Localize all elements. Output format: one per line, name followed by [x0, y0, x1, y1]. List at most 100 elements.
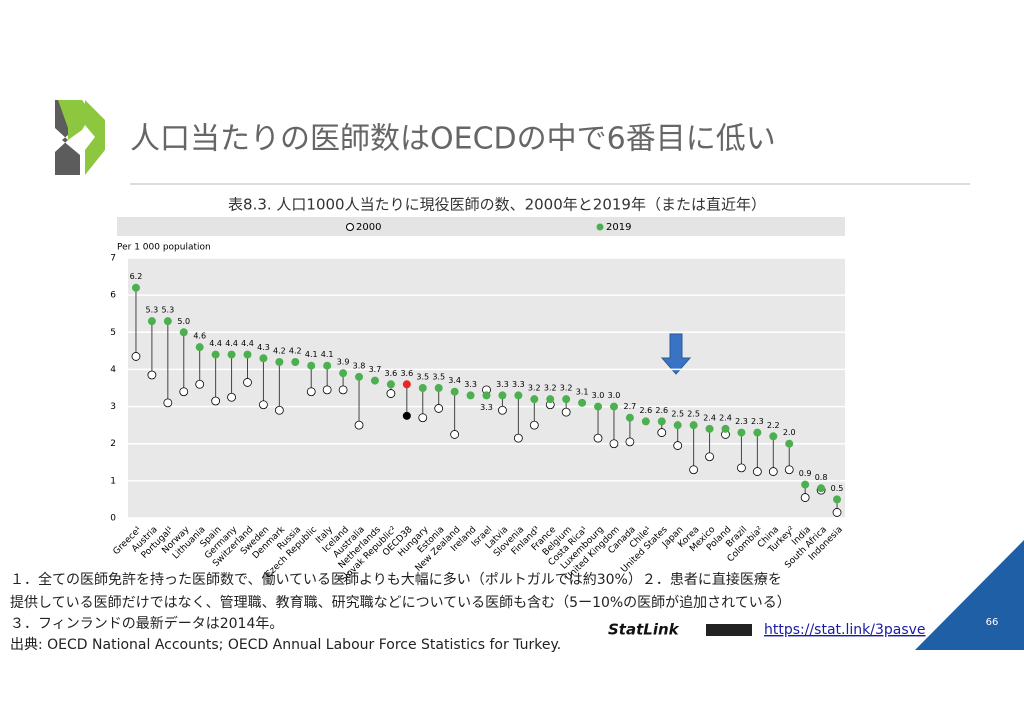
dot-1 — [482, 391, 491, 400]
dot-1 — [227, 350, 236, 359]
dot-1 — [355, 372, 364, 381]
dot-0 — [131, 352, 141, 361]
dot-1 — [434, 384, 443, 392]
value-label: 3.6 — [400, 369, 413, 378]
value-label: 3.3 — [464, 380, 477, 389]
y-tick-label: 5 — [110, 328, 116, 338]
legend-label: 2000 — [356, 222, 381, 233]
corner-triangle — [915, 540, 1024, 650]
note: ３．フィンランドの最新データは2014年。 — [10, 615, 283, 632]
dot-1 — [817, 484, 826, 493]
logo-green2 — [85, 100, 105, 175]
value-label: 2.5 — [671, 410, 684, 419]
dot-0 — [673, 441, 683, 450]
dot-0 — [529, 420, 539, 430]
dot-0 — [561, 407, 571, 417]
dot-0 — [386, 389, 396, 398]
dot-0 — [243, 378, 252, 387]
dot-1 — [211, 350, 220, 359]
dot-1 — [641, 417, 650, 426]
value-label: 4.1 — [321, 350, 334, 359]
arrow — [660, 333, 692, 375]
y-tick-label: 4 — [110, 365, 116, 375]
dot-1 — [705, 424, 714, 433]
dot-0 — [768, 467, 778, 476]
value-label: 3.2 — [544, 384, 557, 393]
dot-0 — [752, 467, 762, 476]
dot-1 — [291, 358, 300, 366]
value-label: 5.3 — [161, 306, 174, 315]
value-label: 4.1 — [305, 350, 318, 359]
dot-0 — [227, 392, 236, 402]
dot-0 — [179, 387, 189, 397]
dot-0 — [259, 400, 268, 410]
chart-title: 表8.3. 人口1000人当たりに現役医師の数、2000年と2019年（または直… — [228, 196, 766, 214]
dot-1 — [721, 424, 730, 433]
slide-title: 人口当たりの医師数はOECDの中で6番目に低い — [130, 122, 776, 157]
dot-0 — [737, 463, 746, 473]
statlink-url[interactable]: https://stat.link/3pasve — [764, 622, 926, 638]
dot-0 — [211, 396, 221, 406]
value-label: 3.3 — [480, 403, 493, 412]
dot-1 — [466, 391, 475, 400]
dot-1 — [195, 343, 204, 352]
value-label: 0.8 — [815, 473, 828, 482]
legend-label: 2019 — [606, 222, 631, 233]
dot-0 — [498, 405, 507, 415]
value-label: 3.2 — [528, 384, 541, 393]
dot-1 — [131, 283, 140, 292]
note: 出典: OECD National Accounts; OECD Annual … — [10, 637, 561, 653]
dot-1 — [785, 439, 794, 448]
dot-1 — [562, 395, 571, 404]
dot-1 — [578, 398, 587, 407]
value-label: 6.2 — [130, 272, 143, 281]
dot-0 — [800, 493, 810, 502]
value-label: 0.9 — [799, 469, 812, 478]
dot-1 — [179, 328, 188, 337]
value-label: 2.6 — [639, 406, 652, 415]
dot-0 — [450, 430, 460, 439]
y-tick-label: 2 — [110, 439, 116, 449]
value-label: 3.5 — [432, 373, 445, 382]
value-label: 3.3 — [496, 380, 509, 389]
value-label: 5.0 — [177, 317, 190, 326]
dot-1 — [737, 428, 746, 437]
value-label: 3.3 — [512, 380, 525, 389]
value-label: 4.2 — [273, 347, 286, 356]
value-label: 2.6 — [655, 406, 668, 415]
dot-1 — [498, 391, 507, 400]
value-label: 3.4 — [448, 376, 461, 385]
value-label: 4.3 — [257, 343, 270, 352]
value-label: 3.0 — [592, 391, 605, 400]
statlink-icon — [706, 624, 752, 636]
dot-1 — [753, 428, 762, 437]
y-tick-label: 1 — [110, 476, 116, 486]
value-label: 4.2 — [289, 347, 302, 356]
value-label: 3.5 — [416, 373, 429, 382]
dot-1 — [339, 369, 348, 378]
value-label: 0.5 — [831, 484, 844, 493]
dot-1 — [769, 432, 778, 441]
dot-0 — [354, 420, 364, 430]
value-label: 2.4 — [719, 413, 732, 422]
value-label: 4.4 — [225, 339, 238, 348]
dot-0 — [306, 387, 316, 397]
dot-0 — [434, 404, 444, 413]
dot-1 — [402, 380, 411, 389]
value-label: 3.0 — [608, 391, 621, 400]
value-label: 2.2 — [767, 421, 780, 430]
dot-0 — [513, 433, 523, 443]
dot-1 — [275, 358, 284, 366]
dot-0 — [338, 385, 348, 395]
y-tick-label: 7 — [110, 254, 116, 264]
value-label: 2.4 — [703, 413, 716, 422]
dot-1 — [418, 384, 427, 392]
dot-0 — [625, 437, 635, 447]
dot-0 — [657, 428, 667, 437]
page-number: 66 — [986, 617, 999, 628]
dot-1 — [530, 395, 539, 404]
dot-0 — [195, 379, 205, 389]
dot-0 — [274, 405, 284, 415]
